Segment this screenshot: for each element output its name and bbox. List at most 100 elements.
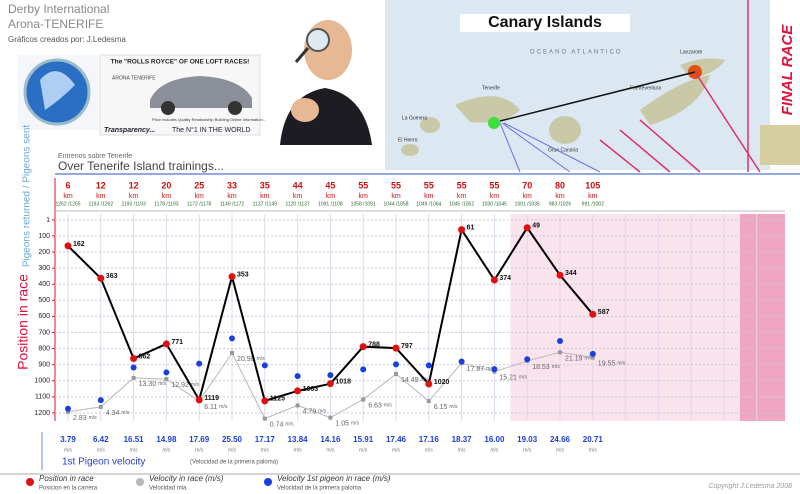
release-arrows xyxy=(599,71,761,173)
ad-banner: The "ROLLS ROYCE" OF ONE LOFT RACES! ARO… xyxy=(99,54,266,136)
first-velocity-marker xyxy=(589,350,596,357)
first-velocity-unit: m/s xyxy=(490,447,499,453)
first-velocity-label: 20.71 xyxy=(583,435,604,444)
pigeon-counts: 1120 /1137 xyxy=(285,201,310,207)
velocity-unit: m/s xyxy=(552,364,561,370)
distance-unit: km xyxy=(523,193,533,200)
velocity-marker xyxy=(131,375,136,380)
distance-unit: km xyxy=(424,193,434,200)
first-velocity-unit: m/s xyxy=(130,447,139,453)
distance-unit: km xyxy=(260,193,270,200)
distance-label: 20 xyxy=(161,180,171,190)
velocity-label: 4.79 m/s xyxy=(303,408,327,415)
velocity-value: 6.63 xyxy=(368,402,382,409)
pigeon-counts: 991 /1002 xyxy=(582,201,604,207)
position-marker xyxy=(130,355,138,363)
island xyxy=(455,96,520,123)
first-velocity-marker xyxy=(557,338,563,345)
race-arrow xyxy=(499,71,696,122)
first-velocity-label: 17.17 xyxy=(255,435,276,444)
first-velocity-label: 6.42 xyxy=(93,435,109,444)
money-photo xyxy=(760,125,800,165)
distance-label: 55 xyxy=(489,180,499,190)
position-marker xyxy=(64,242,72,250)
velocity-unit: m/s xyxy=(89,415,98,421)
position-marker xyxy=(490,276,498,284)
y-tick-label: 1100 xyxy=(35,394,50,401)
position-label: 61 xyxy=(467,224,475,231)
distance-label: 80 xyxy=(555,180,565,190)
man-illustration xyxy=(280,20,372,145)
header-credit: Gráficos creados por: J.Ledesma xyxy=(8,35,126,44)
distance-label: 55 xyxy=(457,180,467,190)
first-velocity-label: 14.98 xyxy=(156,435,177,444)
y-tick-label: 600 xyxy=(38,313,50,320)
pigeon-counts: 1030 /1045 xyxy=(482,201,507,207)
velocity-unit: m/s xyxy=(285,422,294,428)
position-label: 862 xyxy=(139,353,151,360)
distance-label: 105 xyxy=(585,180,600,190)
velocity-unit: m/s xyxy=(158,381,167,387)
velocity-label: 0.74 m/s xyxy=(270,421,294,428)
position-marker xyxy=(326,380,334,388)
position-marker xyxy=(359,343,367,351)
first-velocity-label: 3.79 xyxy=(60,435,76,444)
distance-label: 12 xyxy=(96,180,106,190)
logo xyxy=(18,55,98,130)
first-velocity-unit: m/s xyxy=(458,447,467,453)
position-label: 797 xyxy=(401,343,413,350)
distance-label: 25 xyxy=(194,180,204,190)
velocity-unit: m/s xyxy=(318,409,327,415)
pigeon-counts: 1172 /1178 xyxy=(187,201,212,207)
first-velocity-marker xyxy=(425,362,432,369)
face xyxy=(304,20,352,80)
velocity-marker xyxy=(590,355,595,360)
first-velocity-marker xyxy=(294,373,301,380)
velocity-value: 6.11 xyxy=(204,404,217,411)
first-velocity-marker xyxy=(360,366,367,373)
velocity-unit: m/s xyxy=(351,421,360,427)
velocity-label: 6.63 m/s xyxy=(368,402,392,409)
first-velocity-label: 16.00 xyxy=(484,435,505,444)
legend-subname: Velocidad de la primera paloma xyxy=(277,486,362,492)
y-tick-label: 400 xyxy=(38,281,50,288)
velocity-label: 15.21 m/s xyxy=(499,375,527,382)
island xyxy=(640,75,710,125)
y-tick-label: 100 xyxy=(38,233,50,240)
map-ocean: OCEANO ATLANTICO xyxy=(530,50,623,56)
logo-swirl xyxy=(40,71,75,110)
position-label: 1063 xyxy=(303,386,319,393)
velocity-value: 14.49 xyxy=(401,377,419,384)
distance-unit: km xyxy=(457,193,467,200)
y-tick-label: 700 xyxy=(38,329,50,336)
legend-name: Velocity 1st pigeon in race (m/s) xyxy=(277,474,391,483)
chart-subtitle: Entrenos sobre Tenerife xyxy=(58,153,132,160)
first-velocity-unit: m/s xyxy=(523,447,532,453)
pigeon-counts: 1193 /1262 xyxy=(88,201,113,207)
distance-unit: km xyxy=(391,193,401,200)
velocity-label: 21.19 m/s xyxy=(565,355,593,362)
y-tick-label: 800 xyxy=(38,345,50,352)
first-velocity-label: 13.84 xyxy=(288,435,309,444)
velocity-unit: m/s xyxy=(585,356,594,362)
position-label: 587 xyxy=(598,309,610,316)
first-velocity-label: 17.46 xyxy=(386,435,407,444)
distance-unit: km xyxy=(162,193,172,200)
position-label: 49 xyxy=(532,223,540,230)
velocity-marker xyxy=(98,404,103,409)
velocity-label: 20.98 m/s xyxy=(237,356,265,363)
distance-unit: km xyxy=(326,193,336,200)
velocity-value: 4.34 xyxy=(106,410,120,417)
first-velocity-marker xyxy=(130,364,137,371)
legend-marker xyxy=(26,478,34,486)
first-velocity-label: 15.91 xyxy=(353,435,374,444)
y-axis-label: Position in race xyxy=(15,274,31,370)
legend-name: Velocity in race (m/s) xyxy=(149,474,224,483)
first-velocity-marker xyxy=(491,366,498,373)
velocity-label: 1.05 m/s xyxy=(335,420,359,427)
velocity-value: 1.05 xyxy=(335,420,349,427)
ad-brand: ARONA TENERIFE xyxy=(112,75,156,81)
first-velocity-unit: m/s xyxy=(326,447,335,453)
legend-subname: Velocidad mia xyxy=(149,486,187,492)
position-label: 162 xyxy=(73,241,85,248)
